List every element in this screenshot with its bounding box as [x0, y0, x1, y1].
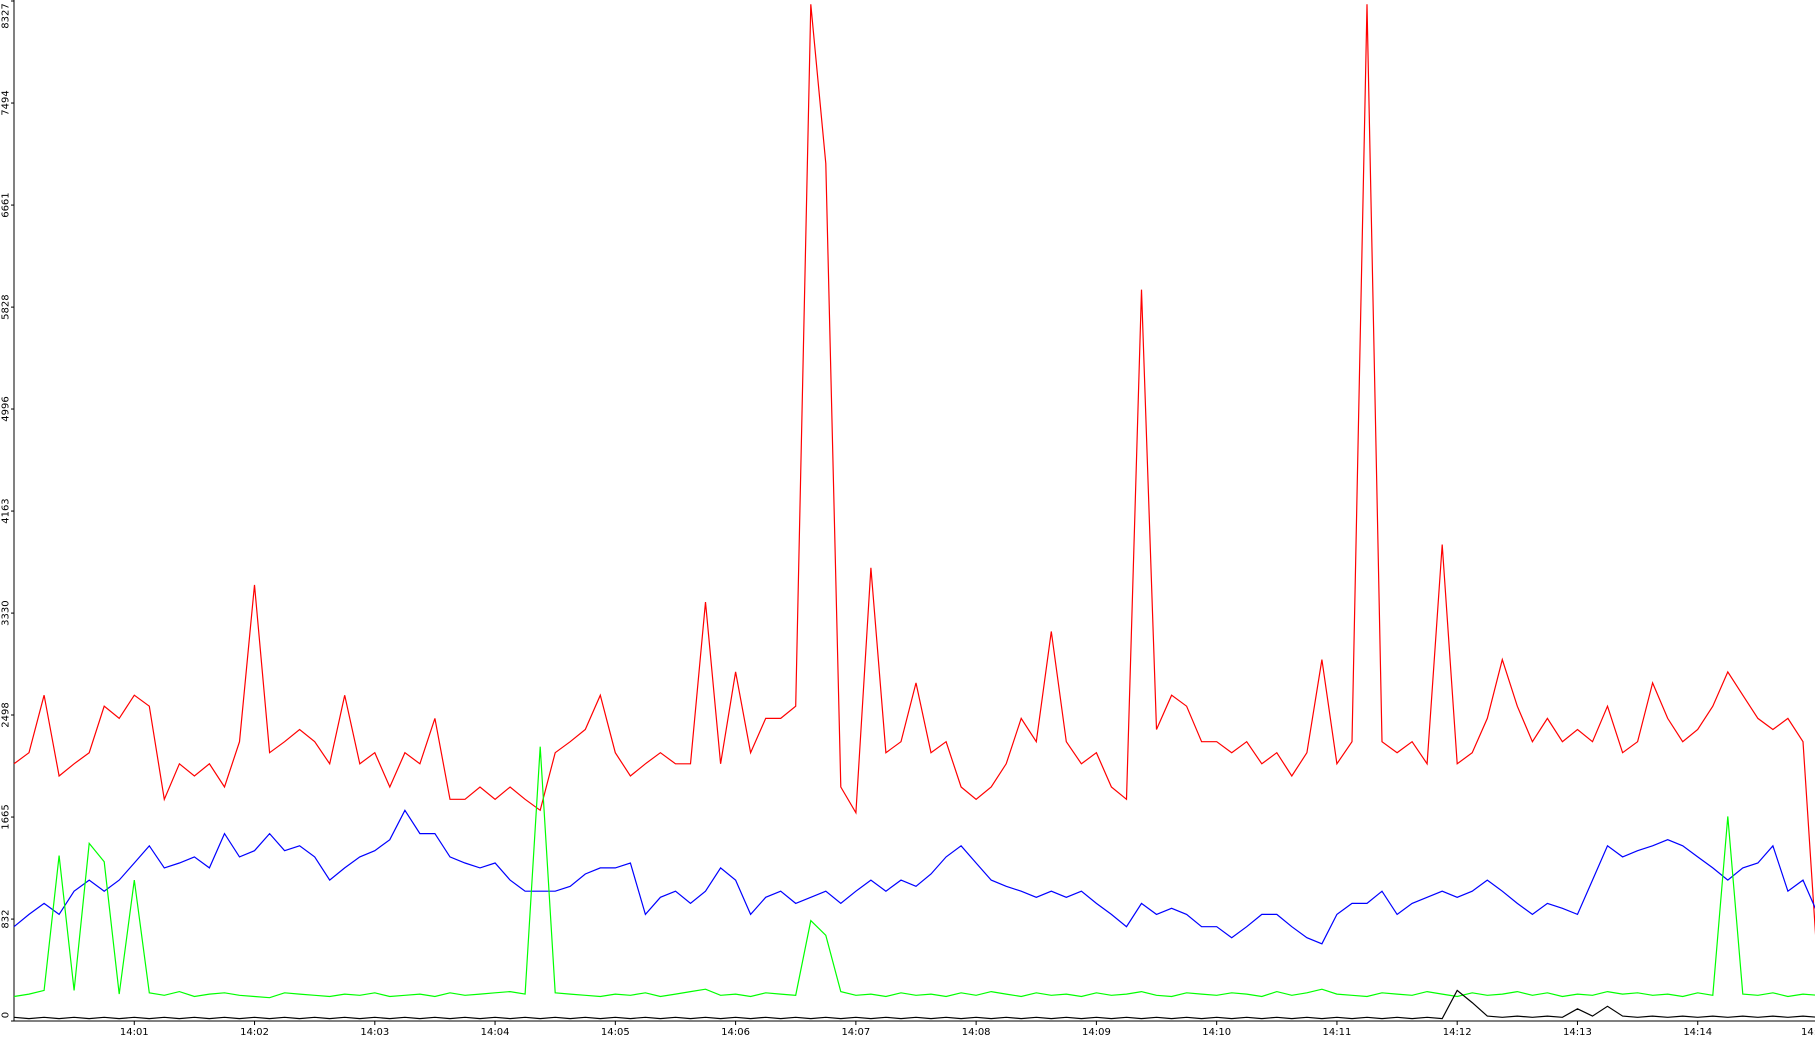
x-tick-label: 14:14	[1683, 1027, 1712, 1038]
y-tick-label: 832	[0, 910, 11, 929]
series-line	[13, 989, 1815, 1020]
x-tick-label: 14:04	[481, 1027, 510, 1038]
y-tick-label: 8327	[0, 3, 11, 28]
series-line	[13, 809, 1815, 945]
x-tick-label: 14:09	[1082, 1027, 1111, 1038]
y-tick-label: 4996	[0, 396, 11, 421]
y-tick-label: 6661	[0, 192, 11, 217]
x-tick-label: 14:10	[1202, 1027, 1231, 1038]
x-tick-label: 14:08	[962, 1027, 991, 1038]
y-tick-label: 3330	[0, 600, 11, 625]
x-tick-label: 14:05	[601, 1027, 630, 1038]
x-tick-label: 14:03	[360, 1027, 389, 1038]
x-tick-label: 14:12	[1443, 1027, 1472, 1038]
y-tick-label: 2498	[0, 702, 11, 727]
y-tick-label: 7494	[0, 90, 11, 115]
series-line	[13, 4, 1815, 936]
x-tick-label: 14:07	[841, 1027, 870, 1038]
x-tick-label: 14:13	[1563, 1027, 1592, 1038]
x-tick-label: 14:02	[240, 1027, 269, 1038]
series-line	[13, 746, 1815, 999]
y-tick-label: 1665	[0, 804, 11, 829]
y-tick-label: 5828	[0, 294, 11, 319]
x-tick-label: 14:06	[721, 1027, 750, 1038]
y-tick-label: 4163	[0, 498, 11, 523]
y-tick-label: 0	[0, 1012, 11, 1018]
x-tick-label: 14:11	[1323, 1027, 1352, 1038]
x-tick-label: 14:	[1801, 1027, 1815, 1038]
x-tick-label: 14:01	[120, 1027, 149, 1038]
